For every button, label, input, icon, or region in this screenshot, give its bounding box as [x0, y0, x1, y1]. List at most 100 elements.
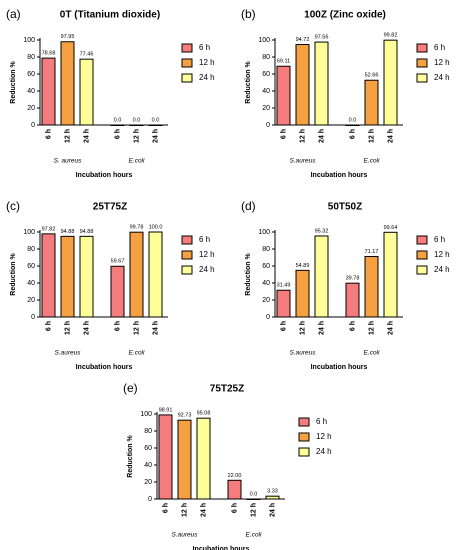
bar [196, 417, 211, 500]
y-tick-label: 0 [148, 496, 152, 503]
value-label: 3.33 [267, 489, 278, 495]
y-tick-label: 100 [258, 37, 270, 44]
panel-label: (e) [123, 381, 138, 395]
y-tick-label: 40 [262, 88, 270, 95]
y-tick-label: 20 [262, 105, 270, 112]
x-tick-label: 6 h [349, 129, 356, 139]
value-label: 69.11 [277, 59, 290, 65]
y-tick-label: 60 [262, 71, 270, 78]
bar [129, 231, 144, 318]
x-tick-label: 24 h [269, 503, 276, 517]
y-tick-label: 80 [262, 246, 270, 253]
x-axis-label: Incubation hours [311, 364, 368, 371]
group-label: E.coli [129, 158, 145, 165]
legend-label: 12 h [199, 250, 215, 259]
y-tick-label: 60 [262, 263, 270, 270]
x-tick-label: 6 h [280, 321, 287, 331]
x-axis-label: Incubation hours [76, 364, 133, 371]
x-tick-label: 12 h [368, 129, 375, 143]
value-label: 71.17 [365, 249, 379, 255]
x-tick-label: 12 h [181, 503, 188, 517]
group-label: E.coli [246, 532, 262, 539]
x-axis-label: Incubation hours [311, 172, 368, 179]
x-tick-label: 24 h [387, 321, 394, 335]
y-tick-label: 100 [23, 37, 35, 44]
bar [383, 39, 398, 126]
x-tick-label: 24 h [318, 321, 325, 335]
y-tick-label: 60 [144, 445, 152, 452]
value-label: 94.72 [296, 37, 310, 43]
bar [383, 231, 398, 318]
panel-label: (b) [241, 7, 256, 21]
legend-label: 12 h [434, 58, 450, 67]
bar [246, 498, 261, 500]
legend-label: 6 h [434, 43, 445, 52]
legend-label: 24 h [199, 265, 215, 274]
x-tick-label: 6 h [349, 321, 356, 331]
bar [148, 124, 163, 126]
value-label: 0.0 [250, 491, 258, 497]
y-tick-label: 0 [266, 314, 270, 321]
bar [364, 256, 379, 318]
group-label: E.coli [129, 350, 145, 357]
legend-label: 24 h [434, 73, 450, 82]
bar [110, 124, 125, 126]
value-label: 97.95 [61, 34, 75, 40]
y-axis-label: Reduction % [10, 61, 17, 104]
legend-swatch [181, 265, 193, 275]
value-label: 97.82 [42, 226, 56, 232]
y-tick-label: 40 [262, 280, 270, 287]
legend-label: 6 h [199, 235, 210, 244]
legend-label: 24 h [434, 265, 450, 274]
x-tick-label: 24 h [83, 321, 90, 335]
group-label: E.coli [364, 158, 380, 165]
value-label: 97.56 [315, 35, 329, 41]
bar [227, 479, 242, 500]
legend-label: 6 h [434, 235, 445, 244]
value-label: 22.00 [228, 473, 242, 479]
legend-label: 12 h [434, 250, 450, 259]
bar [158, 414, 173, 500]
x-tick-label: 24 h [387, 129, 394, 143]
bar [60, 41, 75, 126]
x-tick-label: 12 h [299, 129, 306, 143]
panel-label: (a) [6, 7, 21, 21]
x-tick-label: 24 h [152, 321, 159, 335]
value-label: 39.78 [346, 276, 360, 282]
legend-label: 12 h [199, 58, 215, 67]
y-tick-label: 80 [144, 428, 152, 435]
x-tick-label: 12 h [64, 321, 71, 335]
x-tick-label: 6 h [45, 129, 52, 139]
y-axis-label: Reduction % [127, 435, 134, 478]
y-tick-label: 0 [266, 122, 270, 129]
legend-label: 24 h [316, 447, 332, 456]
legend-swatch [298, 417, 310, 427]
chart-title: 75T25Z [210, 384, 244, 395]
bar [314, 235, 329, 318]
x-tick-label: 12 h [133, 321, 140, 335]
y-tick-label: 20 [27, 297, 35, 304]
bar [276, 65, 291, 126]
y-tick-label: 100 [140, 411, 152, 418]
x-axis-label: Incubation hours [76, 172, 133, 179]
value-label: 94.88 [61, 229, 75, 235]
bar [314, 41, 329, 126]
x-axis-label: Incubation hours [193, 546, 250, 550]
x-tick-label: 6 h [114, 129, 121, 139]
value-label: 78.68 [42, 51, 56, 57]
value-label: 92.73 [178, 413, 192, 419]
y-tick-label: 80 [262, 54, 270, 61]
value-label: 99.64 [384, 225, 398, 231]
legend-label: 12 h [316, 432, 332, 441]
x-tick-label: 6 h [280, 129, 287, 139]
x-tick-label: 12 h [299, 321, 306, 335]
y-tick-label: 40 [144, 462, 152, 469]
legend-swatch [181, 73, 193, 83]
value-label: 31.49 [277, 283, 291, 289]
bar [345, 282, 360, 318]
group-label: S.aureus [289, 158, 316, 165]
x-tick-label: 12 h [250, 503, 257, 517]
legend-swatch [416, 73, 428, 83]
legend-swatch [298, 447, 310, 457]
